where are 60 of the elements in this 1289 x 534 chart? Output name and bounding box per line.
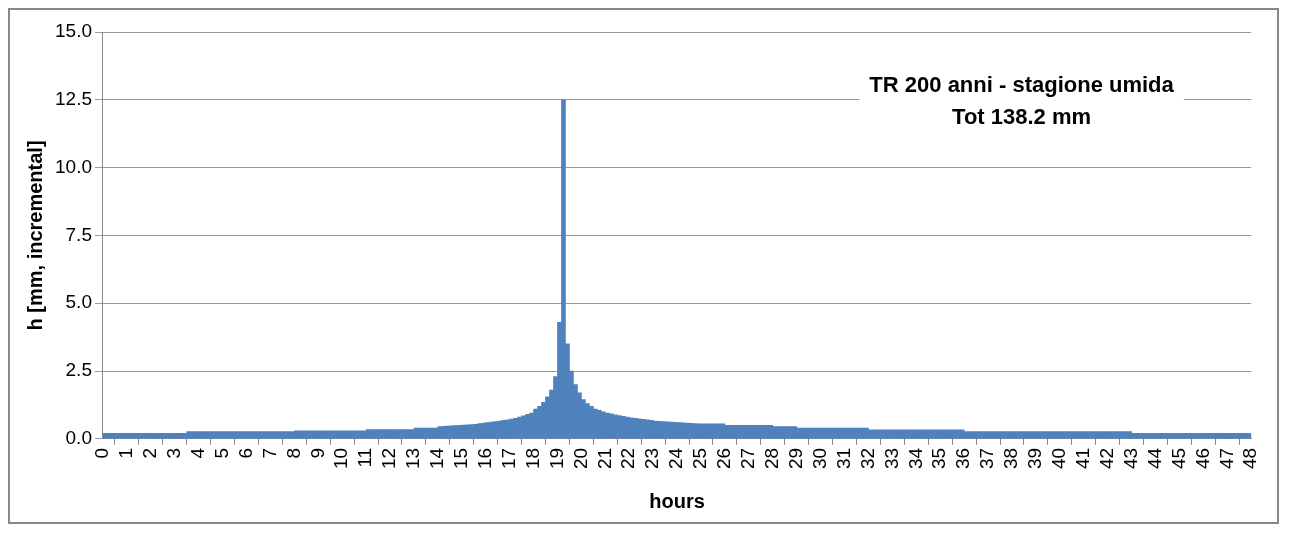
x-tick-label: 16 xyxy=(473,447,495,470)
x-tick-label: 20 xyxy=(569,447,591,470)
x-tick-label: 19 xyxy=(545,447,567,470)
x-tick-label: 7 xyxy=(258,447,280,459)
x-tick-label: 18 xyxy=(521,447,543,470)
y-axis-title: h [mm, incremental] xyxy=(23,140,46,331)
y-tick-label: 2.5 xyxy=(65,359,92,381)
x-tick-label: 25 xyxy=(689,447,711,470)
y-tick-label: 15.0 xyxy=(55,20,92,42)
x-tick-label: 10 xyxy=(330,447,352,470)
y-tick-label: 10.0 xyxy=(55,155,92,177)
x-tick-label: 24 xyxy=(665,447,687,470)
x-tick-label: 29 xyxy=(784,447,806,470)
x-tick-label: 48 xyxy=(1239,447,1261,470)
x-tick-label: 45 xyxy=(1167,447,1189,470)
x-tick-label: 21 xyxy=(593,447,615,470)
x-tick-label: 47 xyxy=(1215,447,1237,470)
x-tick-label: 36 xyxy=(952,447,974,470)
x-tick-label: 14 xyxy=(426,447,448,470)
x-tick-label: 9 xyxy=(306,447,328,459)
x-tick-label: 40 xyxy=(1048,447,1070,470)
x-tick-label: 34 xyxy=(904,447,926,470)
x-tick-label: 12 xyxy=(378,447,400,470)
x-tick-label: 23 xyxy=(641,447,663,470)
y-tick-label: 5.0 xyxy=(65,291,92,313)
x-tick-label: 11 xyxy=(354,447,376,468)
x-tick-label: 5 xyxy=(210,447,232,459)
x-tick-label: 13 xyxy=(402,447,424,470)
x-tick-label: 8 xyxy=(282,447,304,459)
text: TR 200 anni - stagione umida xyxy=(869,72,1175,98)
x-tick-label: 28 xyxy=(761,447,783,470)
x-tick-label: 32 xyxy=(856,447,878,470)
x-tick-label: 26 xyxy=(713,447,735,470)
x-tick-label: 4 xyxy=(186,447,208,459)
x-tick-label: 46 xyxy=(1191,447,1213,470)
x-axis-title: hours xyxy=(649,489,705,512)
x-tick-label: 31 xyxy=(832,447,854,470)
x-tick-label: 0 xyxy=(91,447,113,459)
x-tick-label: 35 xyxy=(928,447,950,470)
x-tick-label: 2 xyxy=(139,447,161,459)
y-tick-label: 12.5 xyxy=(55,88,92,110)
y-tick-label: 0.0 xyxy=(65,427,92,449)
x-tick-label: 22 xyxy=(617,447,639,470)
x-tick-label: 44 xyxy=(1143,447,1165,470)
text: Tot 138.2 mm xyxy=(952,104,1092,130)
x-tick-label: 6 xyxy=(234,447,256,459)
x-tick-label: 38 xyxy=(1000,447,1022,470)
x-tick-label: 39 xyxy=(1024,447,1046,470)
y-tick-label: 7.5 xyxy=(65,223,92,245)
x-tick-label: 3 xyxy=(162,447,184,459)
x-tick-label: 17 xyxy=(497,447,519,470)
x-tick-label: 1 xyxy=(115,447,137,459)
x-tick-label: 15 xyxy=(450,447,472,470)
x-tick-label: 42 xyxy=(1095,447,1117,470)
x-tick-label: 33 xyxy=(880,447,902,470)
x-tick-label: 41 xyxy=(1071,447,1093,470)
x-tick-label: 43 xyxy=(1119,447,1141,470)
x-tick-label: 30 xyxy=(808,447,830,470)
x-tick-label: 37 xyxy=(976,447,998,470)
x-tick-label: 27 xyxy=(737,447,759,470)
